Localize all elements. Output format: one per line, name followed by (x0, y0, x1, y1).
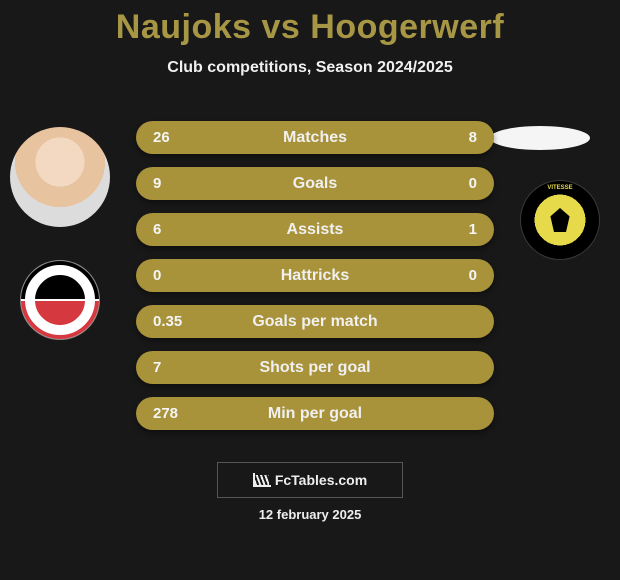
chart-icon (253, 473, 271, 487)
stat-label: Goals (136, 175, 494, 193)
stat-right-value: 0 (469, 175, 477, 192)
club-left-badge (20, 260, 100, 340)
stat-left-value: 0 (153, 267, 161, 284)
stat-right-value: 8 (469, 129, 477, 146)
stat-label: Assists (136, 221, 494, 239)
club-left-ring (25, 265, 95, 335)
stat-bar: 278 Min per goal (136, 397, 494, 430)
stat-left-value: 9 (153, 175, 161, 192)
stat-label: Goals per match (136, 313, 494, 331)
stat-bar: 0.35 Goals per match (136, 305, 494, 338)
stat-bar: 0 Hattricks 0 (136, 259, 494, 292)
stat-right-value: 0 (469, 267, 477, 284)
stat-left-value: 6 (153, 221, 161, 238)
player-right-avatar (490, 126, 590, 150)
stat-left-value: 7 (153, 359, 161, 376)
stat-bar: 6 Assists 1 (136, 213, 494, 246)
stat-bar: 7 Shots per goal (136, 351, 494, 384)
stat-bar: 26 Matches 8 (136, 121, 494, 154)
player-left-avatar (10, 127, 110, 227)
stat-label: Matches (136, 129, 494, 147)
footer-brand: FcTables.com (217, 462, 403, 498)
page-title: Naujoks vs Hoogerwerf (0, 0, 620, 47)
stat-label: Hattricks (136, 267, 494, 285)
footer-brand-text: FcTables.com (275, 472, 367, 488)
stat-bars: 26 Matches 8 9 Goals 0 6 Assists 1 0 Hat… (136, 121, 494, 430)
stat-left-value: 278 (153, 405, 178, 422)
stat-left-value: 26 (153, 129, 170, 146)
stat-bar: 9 Goals 0 (136, 167, 494, 200)
stat-label: Shots per goal (136, 359, 494, 377)
club-right-inner (530, 190, 590, 250)
stat-right-value: 1 (469, 221, 477, 238)
club-right-badge: VITESSE (520, 180, 600, 260)
stat-left-value: 0.35 (153, 313, 182, 330)
stat-label: Min per goal (136, 405, 494, 423)
footer-date: 12 february 2025 (259, 507, 362, 522)
subtitle: Club competitions, Season 2024/2025 (0, 59, 620, 77)
